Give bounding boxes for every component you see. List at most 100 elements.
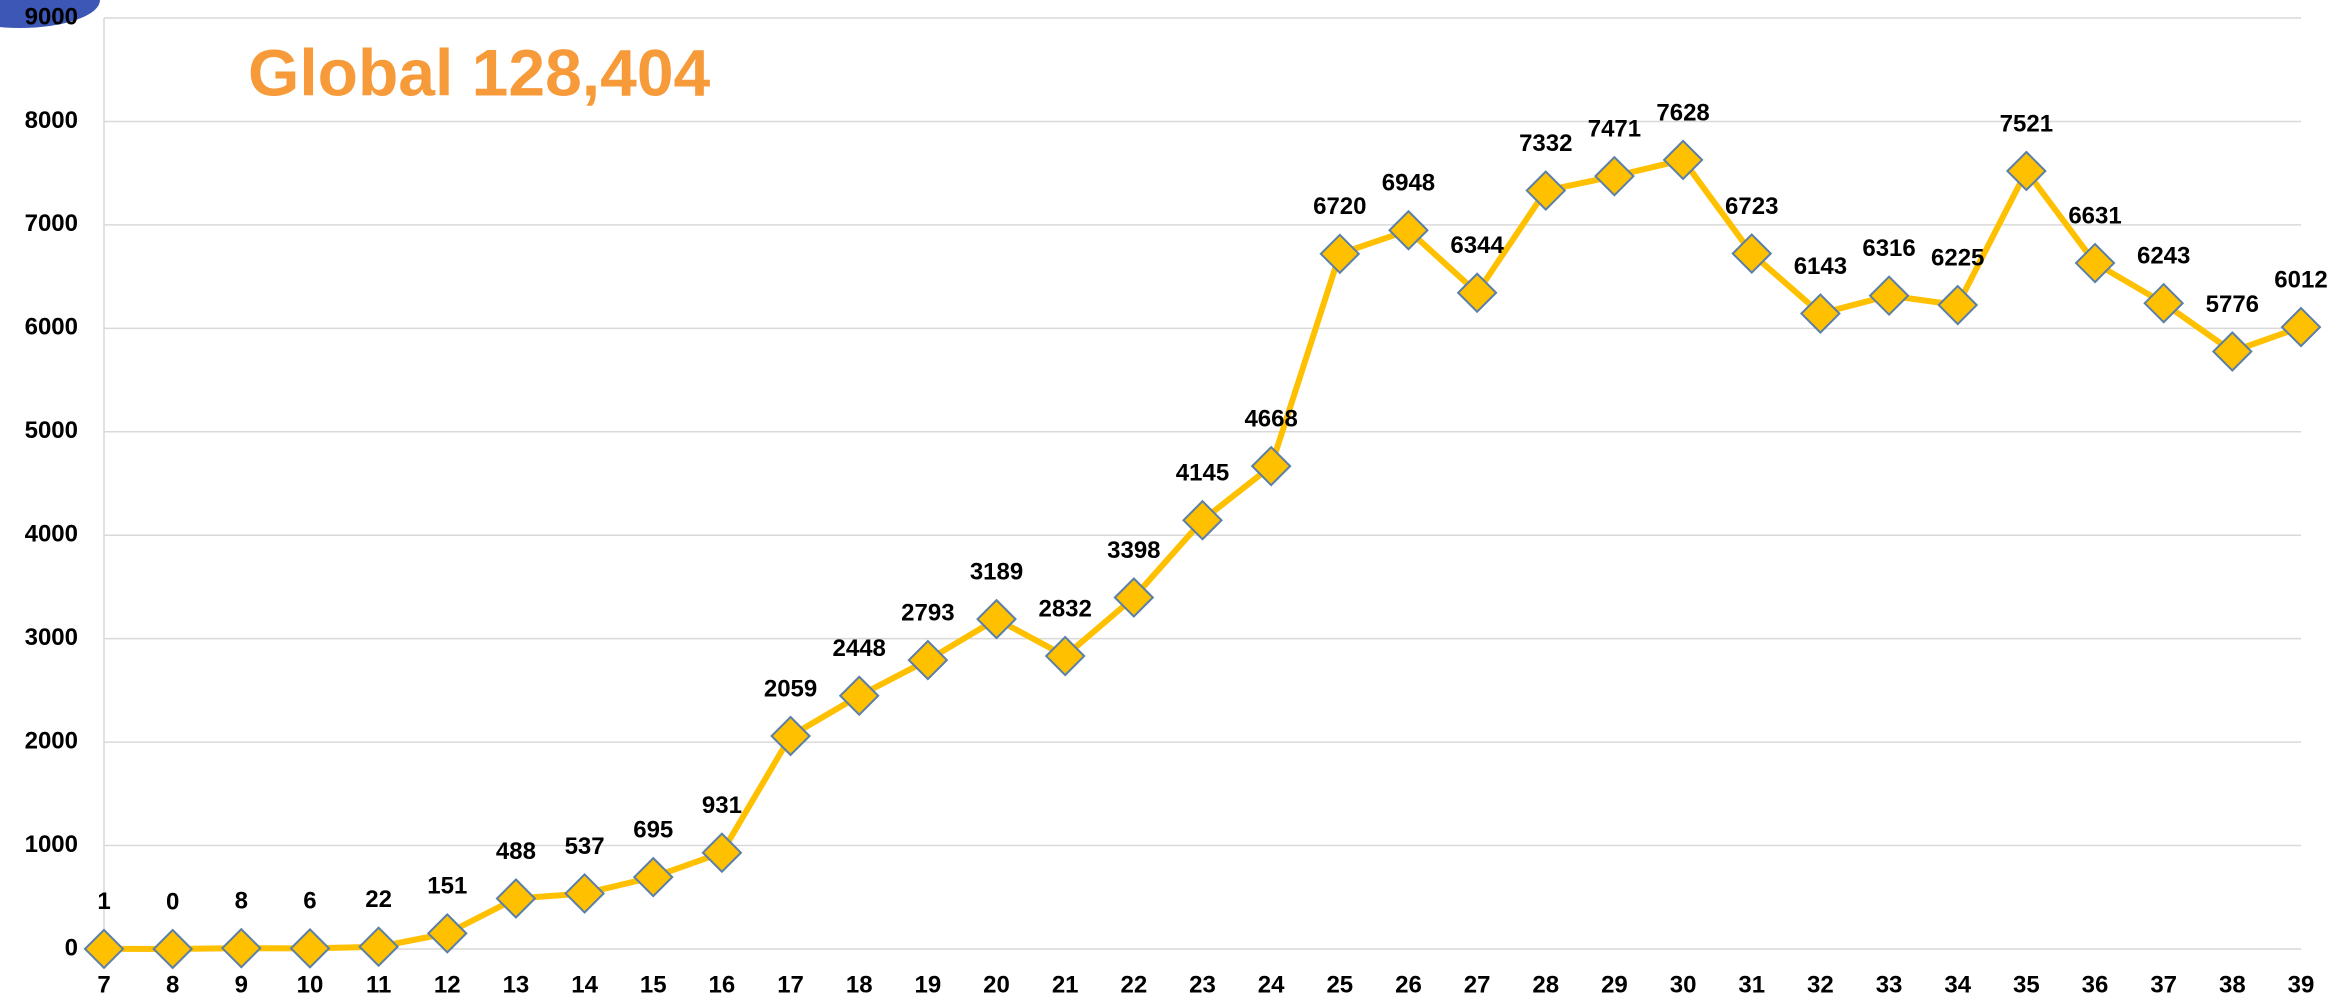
x-tick-label: 25 <box>1326 971 1353 998</box>
marker <box>1937 284 1979 326</box>
x-tick-label: 28 <box>1532 971 1559 998</box>
decoration <box>0 0 100 28</box>
marker <box>1799 293 1841 334</box>
y-tick-label: 9000 <box>25 3 78 30</box>
x-tick-label: 17 <box>777 971 804 998</box>
marker <box>289 927 331 969</box>
marker <box>1525 170 1567 211</box>
marker <box>701 832 743 874</box>
marker <box>220 927 262 969</box>
x-tick-label: 37 <box>2150 971 2177 998</box>
data-label: 151 <box>427 873 467 900</box>
x-tick-label: 31 <box>1738 971 1765 998</box>
y-tick-label: 8000 <box>25 107 78 134</box>
marker <box>1044 635 1086 677</box>
data-label: 2448 <box>833 635 886 662</box>
x-tick-label: 26 <box>1395 971 1422 998</box>
x-tick-label: 38 <box>2219 971 2246 998</box>
marker <box>976 598 1017 640</box>
x-tick-label: 9 <box>235 971 248 998</box>
data-label: 6243 <box>2137 243 2190 270</box>
marker <box>838 675 880 717</box>
x-tick-label: 18 <box>846 971 873 998</box>
marker <box>2143 282 2185 324</box>
marker <box>1662 139 1704 181</box>
marker <box>152 928 194 970</box>
marker <box>632 856 674 898</box>
y-tick-label: 4000 <box>25 521 78 548</box>
x-tick-label: 35 <box>2013 971 2040 998</box>
x-tick-label: 24 <box>1258 971 1285 998</box>
x-tick-label: 22 <box>1120 971 1147 998</box>
marker <box>1594 155 1635 197</box>
data-label: 488 <box>496 838 536 865</box>
y-tick-label: 2000 <box>25 727 78 754</box>
data-label: 6316 <box>1862 235 1915 262</box>
data-label: 6344 <box>1450 232 1504 259</box>
data-label: 0 <box>166 888 179 915</box>
marker <box>1868 275 1910 317</box>
y-tick-label: 5000 <box>25 417 78 444</box>
marker <box>1388 209 1429 251</box>
data-label: 22 <box>365 886 392 913</box>
marker <box>358 926 400 968</box>
x-tick-label: 19 <box>915 971 942 998</box>
y-tick-label: 0 <box>65 934 78 961</box>
x-tick-label: 16 <box>709 971 736 998</box>
data-label: 3398 <box>1107 537 1160 564</box>
marker <box>2005 150 2047 192</box>
data-label: 7471 <box>1588 116 1641 143</box>
data-label: 4145 <box>1176 460 1229 487</box>
x-tick-label: 27 <box>1464 971 1491 998</box>
data-label: 695 <box>633 816 673 843</box>
data-label: 7628 <box>1656 99 1709 126</box>
marker <box>770 715 811 757</box>
x-tick-label: 13 <box>503 971 530 998</box>
data-label: 3189 <box>970 558 1023 585</box>
x-tick-label: 14 <box>571 971 598 998</box>
data-label: 2793 <box>901 599 954 626</box>
data-label: 1 <box>97 888 110 915</box>
marker <box>2074 242 2116 284</box>
x-tick-label: 30 <box>1670 971 1697 998</box>
x-tick-label: 7 <box>97 971 110 998</box>
x-tick-label: 15 <box>640 971 667 998</box>
y-tick-label: 6000 <box>25 314 78 341</box>
data-label: 7521 <box>2000 110 2053 137</box>
x-tick-label: 23 <box>1189 971 1216 998</box>
marker <box>564 873 606 914</box>
marker <box>1319 233 1361 275</box>
marker <box>2211 331 2253 372</box>
y-tick-label: 1000 <box>25 831 78 858</box>
x-tick-label: 21 <box>1052 971 1079 998</box>
marker <box>426 912 468 954</box>
data-label: 6143 <box>1794 253 1847 280</box>
x-tick-label: 10 <box>297 971 324 998</box>
data-label: 6 <box>303 888 316 915</box>
marker <box>1456 272 1498 314</box>
data-label: 2059 <box>764 675 817 702</box>
x-tick-label: 20 <box>983 971 1010 998</box>
x-tick-label: 33 <box>1876 971 1903 998</box>
data-label: 6948 <box>1382 170 1435 197</box>
marker <box>495 878 537 919</box>
marker <box>2280 306 2322 348</box>
data-label: 6720 <box>1313 193 1366 220</box>
marker <box>907 639 949 681</box>
data-label: 931 <box>702 792 742 819</box>
data-label: 6723 <box>1725 193 1778 220</box>
chart-title: Global 128,404 <box>248 35 711 109</box>
data-label: 4668 <box>1244 405 1297 432</box>
x-tick-label: 39 <box>2288 971 2315 998</box>
y-tick-label: 7000 <box>25 210 78 237</box>
x-tick-label: 34 <box>1944 971 1971 998</box>
data-line <box>103 156 2303 952</box>
data-label: 6225 <box>1931 244 1984 271</box>
marker <box>1250 445 1292 487</box>
x-tick-label: 8 <box>166 971 179 998</box>
data-label: 6631 <box>2068 202 2121 229</box>
x-tick-label: 12 <box>434 971 461 998</box>
marker <box>83 928 125 970</box>
x-tick-label: 29 <box>1601 971 1628 998</box>
